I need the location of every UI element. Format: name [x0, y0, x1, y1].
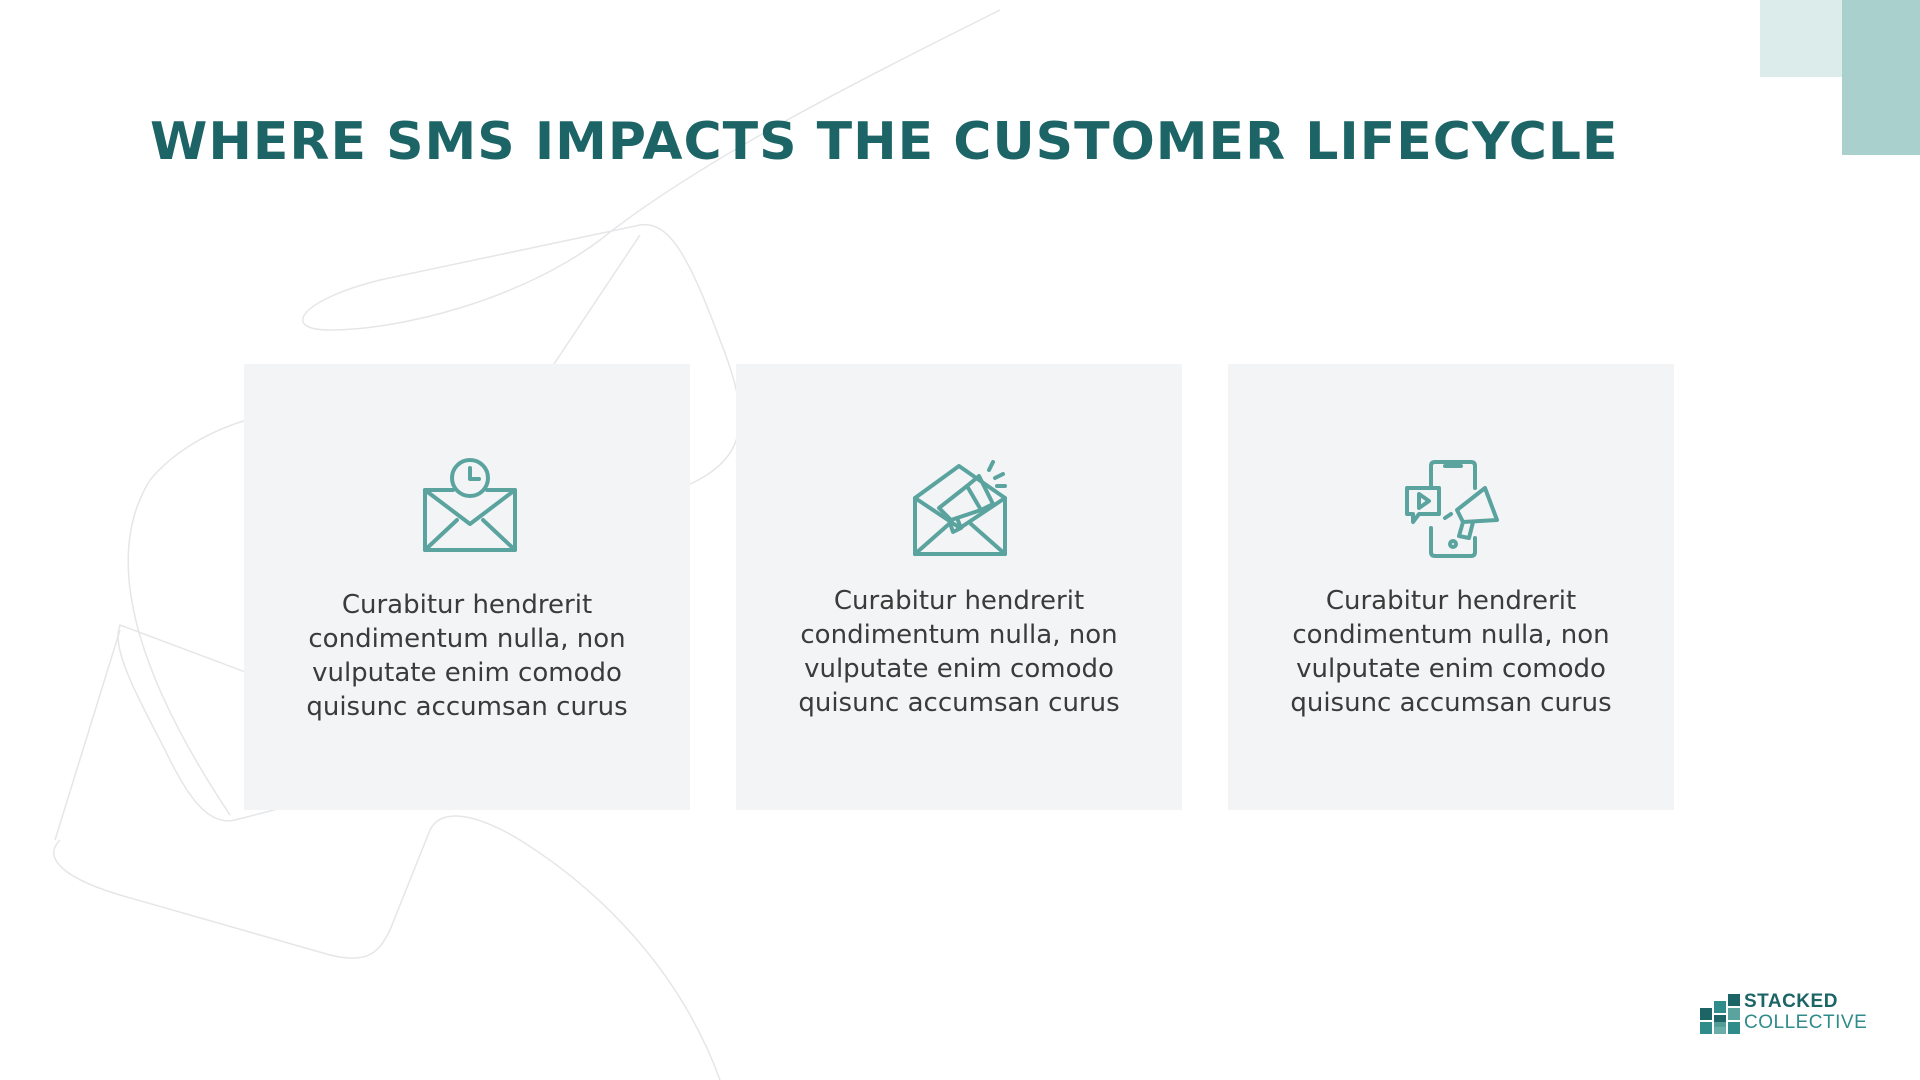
envelope-megaphone-icon: [913, 460, 1007, 556]
brand-logo: STACKED COLLECTIVE: [1700, 992, 1880, 1034]
card-text: Curabitur hendrerit condimentum nulla, n…: [306, 590, 628, 722]
background-diagonal-2: [54, 629, 121, 841]
lifecycle-card: Curabitur hendrerit condimentum nulla, n…: [244, 364, 690, 810]
logo-wordmark-bottom: COLLECTIVE: [1744, 1012, 1868, 1033]
card-text: Curabitur hendrerit condimentum nulla, n…: [1290, 586, 1612, 718]
phone-megaphone-icon: [1405, 460, 1499, 558]
card-text: Curabitur hendrerit condimentum nulla, n…: [798, 586, 1120, 718]
background-envelope-flap: [53, 815, 721, 1080]
slide-title: WHERE SMS IMPACTS THE CUSTOMER LIFECYCLE: [150, 112, 1619, 172]
envelope-clock-icon: [423, 458, 517, 552]
logo-wordmark-top: STACKED: [1744, 991, 1838, 1012]
lifecycle-card: Curabitur hendrerit condimentum nulla, n…: [1228, 364, 1674, 810]
stacked-grid-icon: [1700, 994, 1740, 1034]
corner-accent-dark: [1842, 0, 1920, 155]
lifecycle-card: Curabitur hendrerit condimentum nulla, n…: [736, 364, 1182, 810]
